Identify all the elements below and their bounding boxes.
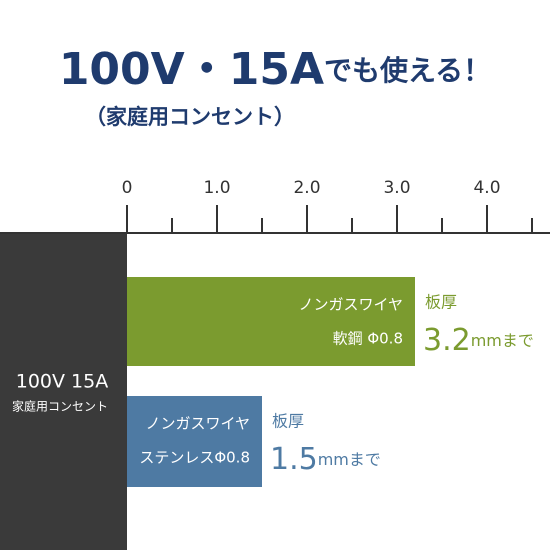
bar-label: ノンガスワイヤ [145, 415, 250, 433]
title-main: 100V・15A [59, 44, 324, 95]
value-label-group: 1.5mmまで [270, 442, 381, 477]
title-suffix: でも使える！ [324, 54, 491, 87]
value-label: 1.5 [270, 442, 318, 477]
bar [127, 396, 262, 487]
source-sublabel: 家庭用コンセント [12, 399, 108, 414]
source-block [0, 233, 127, 550]
x-tick-label: 3.0 [383, 178, 410, 198]
bar-label: ステンレスΦ0.8 [139, 449, 250, 467]
x-tick-label: 0 [122, 178, 133, 198]
x-tick-label: 1.0 [203, 178, 230, 198]
subtitle: （家庭用コンセント） [85, 105, 295, 129]
value-suffix: mmまで [471, 331, 534, 350]
value-label-group: 3.2mmまで [423, 323, 534, 358]
value-prefix: 板厚 [272, 412, 304, 431]
chart-title: 100V・15Aでも使える！ [59, 44, 491, 95]
value-prefix: 板厚 [425, 293, 457, 312]
value-label: 3.2 [423, 323, 471, 358]
value-suffix: mmまで [318, 450, 381, 469]
bar [127, 277, 415, 366]
bar-label: ノンガスワイヤ [298, 296, 403, 314]
bar-label: 軟鋼 Φ0.8 [333, 330, 403, 348]
x-tick-label: 4.0 [473, 178, 500, 198]
x-tick-label: 2.0 [293, 178, 320, 198]
source-label: 100V 15A [16, 371, 108, 393]
